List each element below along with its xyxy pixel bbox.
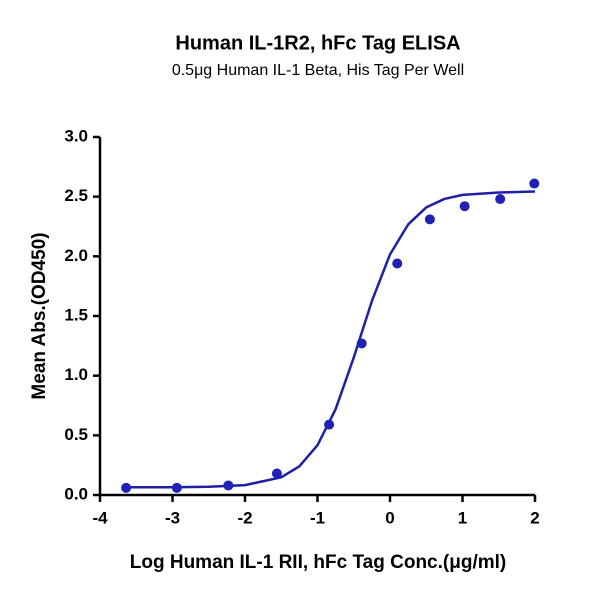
data-point bbox=[324, 419, 335, 430]
data-point bbox=[223, 480, 234, 491]
y-axis-label: Mean Abs.(OD450) bbox=[29, 232, 50, 399]
x-tick-label: 1 bbox=[458, 508, 467, 527]
x-axis-label: Log Human IL-1 RII, hFc Tag Conc.(μg/ml) bbox=[130, 552, 506, 573]
y-tick-label: 1.0 bbox=[64, 365, 88, 384]
y-tick-label: 2.0 bbox=[64, 246, 88, 265]
y-tick-label: 0.0 bbox=[64, 484, 88, 503]
data-point bbox=[271, 468, 282, 479]
data-point bbox=[424, 214, 435, 225]
x-tick-label: 0 bbox=[385, 508, 394, 527]
x-tick-label: 2 bbox=[530, 508, 539, 527]
data-point bbox=[529, 178, 540, 189]
chart-title: Human IL-1R2, hFc Tag ELISA bbox=[175, 32, 460, 54]
x-tick-label: -2 bbox=[237, 508, 252, 527]
data-point bbox=[392, 258, 403, 269]
x-tick-label: -3 bbox=[165, 508, 180, 527]
x-tick-label: -4 bbox=[92, 508, 108, 527]
data-point bbox=[459, 201, 470, 212]
y-tick-label: 1.5 bbox=[64, 305, 88, 324]
fit-curve bbox=[121, 190, 536, 489]
y-tick-label: 3.0 bbox=[64, 126, 88, 145]
x-tick-label: -1 bbox=[310, 508, 325, 527]
data-point bbox=[495, 194, 506, 205]
chart-subtitle: 0.5μg Human IL-1 Beta, His Tag Per Well bbox=[172, 62, 464, 79]
data-point bbox=[121, 482, 132, 493]
y-tick-label: 0.5 bbox=[64, 425, 88, 444]
data-point bbox=[171, 482, 182, 493]
data-point bbox=[356, 338, 367, 349]
y-tick-label: 2.5 bbox=[64, 186, 88, 205]
